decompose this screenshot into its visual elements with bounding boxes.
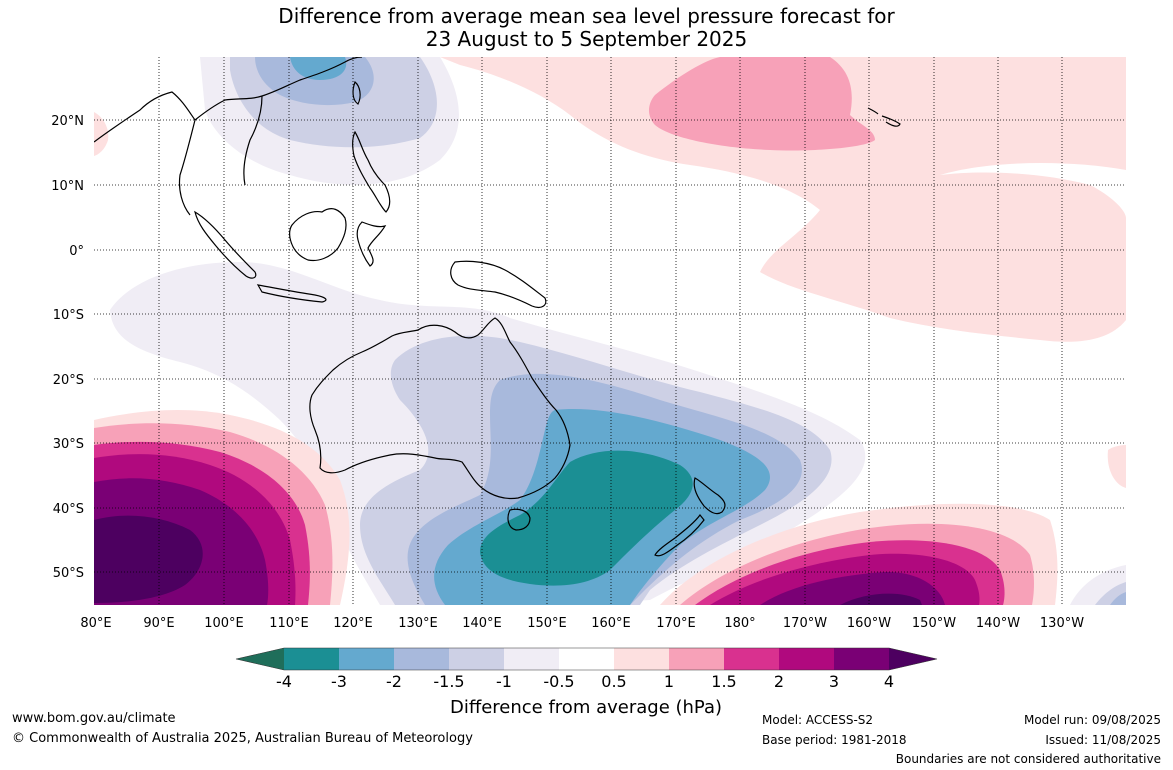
lon-label: 130°W (1040, 616, 1084, 631)
model-name: Model: ACCESS-S2 (762, 713, 874, 727)
lon-label: 180° (724, 616, 755, 631)
lon-label: 160°E (591, 616, 631, 631)
lon-label: 170°W (783, 616, 827, 631)
contour-plus-4-se (840, 593, 922, 605)
map-title-line-2: 23 August to 5 September 2025 (425, 27, 748, 51)
lon-label: 80°E (80, 616, 111, 631)
legend-tick-label: 3 (829, 672, 839, 691)
contour-plus-0.5-west-edge (94, 112, 109, 156)
model-run-date: Model run: 09/08/2025 (1023, 713, 1161, 727)
lon-label: 160°W (847, 616, 891, 631)
legend-swatch (284, 648, 339, 670)
colour-legend (235, 647, 938, 671)
legend-tick-label: -1.5 (433, 672, 464, 691)
lon-label: 110°E (269, 616, 309, 631)
legend-tick-label: 2 (774, 672, 784, 691)
graticule (94, 57, 1126, 605)
contour-plus-0.5-north-pacific (440, 57, 1126, 342)
legend-swatch (394, 648, 449, 670)
legend-tick-label: -4 (276, 672, 292, 691)
latitude-labels: 20°N 10°N 0° 10°S 20°S 30°S 40°S 50°S (51, 114, 84, 581)
legend-tick-label: -2 (386, 672, 402, 691)
lon-label: 90°E (143, 616, 174, 631)
taiwan-coastline (352, 81, 361, 105)
lon-label: 150°W (912, 616, 956, 631)
legend-swatch (559, 648, 614, 670)
legend-title: Difference from average (hPa) (450, 697, 722, 718)
legend-tick-labels: -4 -3 -2 -1.5 -1 -0.5 0.5 1 1.5 2 3 4 (276, 672, 894, 691)
legend-tick-label: 0.5 (601, 672, 626, 691)
legend-tick-label: -3 (331, 672, 347, 691)
legend-swatch (449, 648, 504, 670)
legend-tick-label: 1 (664, 672, 674, 691)
boundaries-disclaimer: Boundaries are not considered authoritat… (895, 752, 1161, 766)
legend-arrow-low (236, 648, 284, 670)
website-link[interactable]: www.bom.gov.au/climate (12, 711, 176, 726)
legend-tick-label: -1 (496, 672, 512, 691)
pressure-anomaly-field (94, 57, 1126, 605)
asia-mainland-coastline (94, 57, 363, 216)
legend-tick-label: 1.5 (711, 672, 736, 691)
legend-tick-label: 4 (884, 672, 894, 691)
legend-swatch (724, 648, 779, 670)
new-guinea-coastline (450, 260, 547, 309)
lat-label: 10°N (51, 179, 84, 194)
legend-swatch (504, 648, 559, 670)
lat-label: 50°S (53, 566, 84, 581)
borneo-coastline (289, 208, 347, 262)
lon-label: 100°E (204, 616, 244, 631)
philippines-coastline (352, 130, 391, 213)
legend-arrow-high (889, 648, 937, 670)
lon-label: 130°E (398, 616, 438, 631)
new-zealand-north-island (693, 477, 726, 515)
map-title-line-1: Difference from average mean sea level p… (278, 4, 895, 28)
lat-label: 10°S (53, 308, 84, 323)
contour-plus-1-north-pacific (648, 57, 875, 151)
lon-label: 140°W (976, 616, 1020, 631)
legend-tick-label: -0.5 (543, 672, 574, 691)
legend-swatch (779, 648, 834, 670)
contour-minus-2-asia (290, 57, 347, 80)
lat-label: 30°S (53, 437, 84, 452)
lon-label: 120°E (333, 616, 373, 631)
tasmania-coastline (507, 508, 531, 531)
coastlines (94, 57, 901, 557)
copyright-notice: © Commonwealth of Australia 2025, Austra… (12, 731, 473, 746)
contour-plus-4-sw (94, 515, 203, 603)
java-coastline (256, 284, 327, 303)
lat-label: 0° (69, 244, 84, 259)
lon-label: 150°E (527, 616, 567, 631)
lat-label: 40°S (53, 502, 84, 517)
legend-swatch (614, 648, 669, 670)
australia-coastline (309, 317, 571, 500)
contour-minus-1.5-east-patch (1110, 592, 1126, 605)
base-period: Base period: 1981-2018 (762, 733, 907, 747)
sumatra-coastline (194, 210, 257, 279)
legend-swatch (339, 648, 394, 670)
new-zealand-south-island (654, 514, 705, 557)
legend-swatch (669, 648, 724, 670)
lat-label: 20°S (53, 373, 84, 388)
legend-outline (235, 647, 938, 671)
lon-label: 140°E (462, 616, 502, 631)
legend-swatch (834, 648, 889, 670)
contour-plus-0.5-north-east (940, 163, 1126, 218)
longitude-labels: 80°E 90°E 100°E 110°E 120°E 130°E 140°E … (80, 616, 1084, 631)
sulawesi-coastline (356, 221, 387, 267)
contour-minus-3-australia (480, 450, 693, 586)
contour-plus-0.5-east-patch (1107, 445, 1126, 488)
issued-date: Issued: 11/08/2025 (1045, 733, 1161, 747)
lon-label: 170°E (656, 616, 696, 631)
lat-label: 20°N (51, 114, 84, 129)
